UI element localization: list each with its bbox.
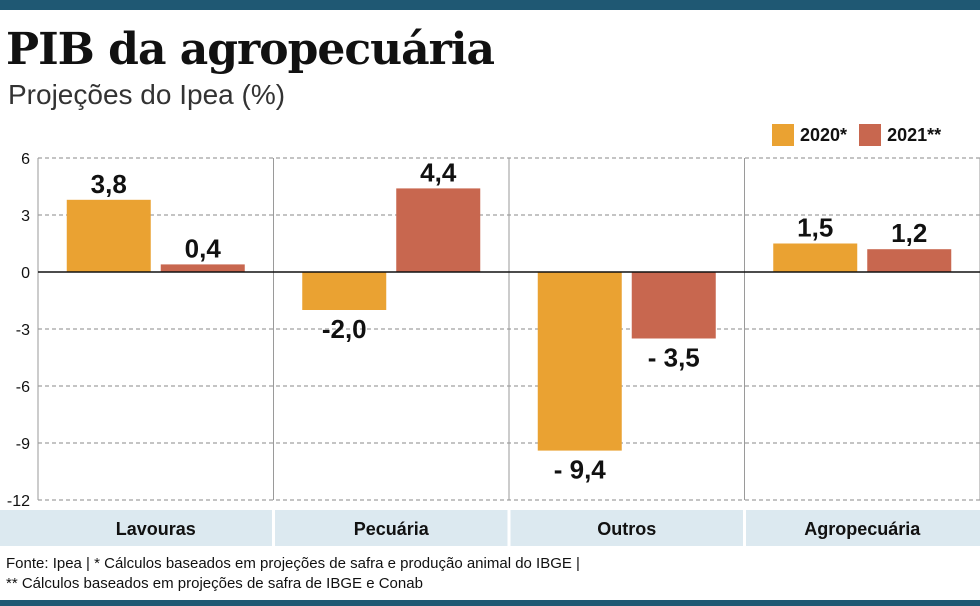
bar-value-label: - 3,5 <box>648 343 700 373</box>
category-band <box>0 510 980 546</box>
bar-value-label: -2,0 <box>322 314 367 344</box>
bar <box>867 249 952 272</box>
category-label: Lavouras <box>116 519 196 539</box>
bar <box>396 188 481 272</box>
y-tick-label: 0 <box>21 265 30 282</box>
bar <box>537 272 622 451</box>
chart-title: PIB da agropecuária <box>6 24 495 75</box>
bar <box>773 243 858 272</box>
bottom-border-bar <box>0 600 980 606</box>
y-tick-label: -12 <box>7 493 30 510</box>
bar <box>631 272 716 339</box>
bar-chart: 6 3 0 -3 -6 -9 -12 3,8 0,4 -2,0 4,4 - 9,4 - 3,5 1,5 1,… <box>0 151 980 546</box>
chart-subtitle: Projeções do Ipea (%) <box>8 79 286 110</box>
legend: 2020* 2021** <box>760 121 941 149</box>
legend-label-2020: 2020* <box>800 124 848 145</box>
y-tick-label: -3 <box>16 322 30 339</box>
y-tick-label: -9 <box>16 436 30 453</box>
y-tick-label: 3 <box>21 208 30 225</box>
category-label: Outros <box>597 519 656 539</box>
legend-label-2021: 2021** <box>887 124 942 145</box>
bar <box>66 199 151 272</box>
top-border-bar <box>0 0 980 10</box>
legend-item-2020: 2020* <box>772 124 847 146</box>
footnote-conab: ** Cálculos baseados em projeções de saf… <box>6 575 423 592</box>
legend-swatch-2021 <box>859 124 882 146</box>
bar-value-label: - 9,4 <box>554 455 607 485</box>
legend-item-2021: 2021** <box>859 124 941 146</box>
footnote-source: Fonte: Ipea | * Cálculos baseados em pro… <box>6 555 580 572</box>
bar-value-label: 4,4 <box>420 157 457 187</box>
bar <box>160 264 245 272</box>
bar-value-label: 0,4 <box>185 233 222 263</box>
legend-swatch-2020 <box>772 124 794 146</box>
bar-value-label: 1,5 <box>797 213 833 243</box>
bar-value-label: 3,8 <box>91 169 127 199</box>
bar <box>302 272 387 310</box>
category-label: Pecuária <box>354 519 430 539</box>
bar-value-label: 1,2 <box>891 218 927 248</box>
y-tick-label: -6 <box>16 379 30 396</box>
category-label: Agropecuária <box>804 519 921 539</box>
y-tick-label: 6 <box>21 151 30 168</box>
